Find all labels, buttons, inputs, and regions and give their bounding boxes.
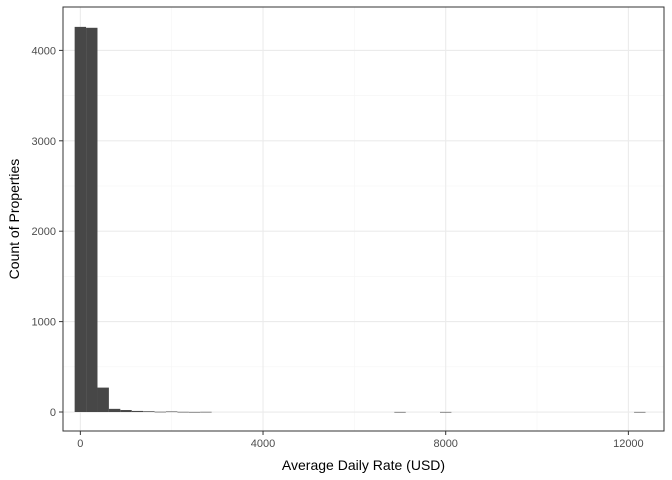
histogram-bar (74, 26, 87, 413)
histogram-bar (634, 411, 646, 413)
histogram-bar (200, 411, 212, 413)
histogram-bar (131, 410, 144, 413)
histogram-bar (439, 411, 452, 413)
x-tick-label: 4000 (251, 438, 275, 450)
x-tick-label: 0 (77, 438, 83, 450)
y-tick-label: 1000 (32, 317, 56, 329)
x-tick-label: 8000 (433, 438, 457, 450)
y-tick-label: 2000 (32, 226, 56, 238)
histogram-bar (86, 27, 98, 413)
y-tick-label: 3000 (32, 136, 56, 148)
y-axis-title: Count of Properties (6, 159, 22, 280)
histogram-bar (165, 411, 178, 413)
histogram-bar (394, 411, 406, 413)
grid (63, 7, 664, 431)
histogram-bar (97, 387, 109, 413)
histogram-bar (143, 411, 155, 413)
panel-border (62, 6, 665, 432)
bars (74, 26, 646, 413)
histogram-bar (177, 411, 189, 413)
histogram-bar (120, 410, 132, 413)
y-tick-label: 0 (50, 407, 56, 419)
ticks: 0 4000 8000 12000 0 1000 2000 3000 4000 (32, 45, 644, 450)
histogram-bar (188, 411, 201, 413)
x-axis-title: Average Daily Rate (USD) (282, 457, 445, 473)
y-tick-label: 4000 (32, 45, 56, 57)
histogram-bar (108, 408, 121, 413)
histogram-bar (154, 411, 166, 413)
x-tick-label: 12000 (613, 438, 644, 450)
